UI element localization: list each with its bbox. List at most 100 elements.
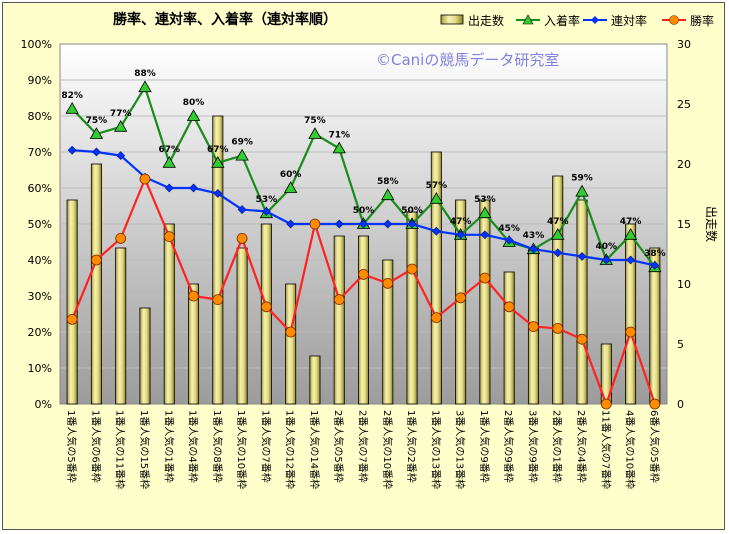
point-marker <box>261 206 271 216</box>
point-marker <box>67 145 77 155</box>
legend-marker <box>522 14 534 25</box>
data-label: 88% <box>134 69 156 79</box>
data-label: 58% <box>377 177 399 187</box>
bar <box>333 235 345 405</box>
x-tick-label: 2番人気の4番枠 <box>575 410 588 483</box>
point-marker <box>575 184 589 197</box>
point-marker <box>601 255 611 265</box>
data-label: 60% <box>280 170 302 180</box>
point-marker <box>383 219 393 229</box>
point-marker <box>212 294 224 306</box>
data-label: 43% <box>523 231 545 241</box>
point-marker <box>186 109 201 121</box>
y-tick-label: 50% <box>28 218 52 231</box>
point-marker <box>455 292 467 304</box>
x-tick-label: 1番人気の1番枠 <box>162 410 175 483</box>
bar <box>358 235 369 405</box>
data-label: 75% <box>304 116 326 126</box>
y2-tick-label: 20 <box>677 158 691 171</box>
point-marker <box>650 260 660 270</box>
data-label: 75% <box>86 116 108 126</box>
point-marker <box>235 148 249 161</box>
data-label: 82% <box>61 91 83 101</box>
point-marker <box>188 290 199 302</box>
point-marker <box>286 219 296 229</box>
point-marker <box>456 230 466 240</box>
x-tick-label: 3番人気の13番枠 <box>454 410 467 489</box>
legend-label: 出走数 <box>468 13 504 28</box>
point-marker <box>285 326 297 338</box>
y2-tick-label: 0 <box>677 398 684 411</box>
legend-swatch <box>440 14 464 25</box>
y-tick-label: 30% <box>28 290 52 303</box>
point-marker <box>623 227 638 240</box>
y2-tick-label: 30 <box>677 38 691 51</box>
bar <box>163 223 175 405</box>
x-tick-label: 1番人気の7番枠 <box>259 410 272 483</box>
point-marker <box>479 272 491 284</box>
bar <box>576 199 588 405</box>
point-marker <box>504 235 514 245</box>
point-marker <box>553 248 563 258</box>
data-label: 57% <box>426 181 448 191</box>
data-label: 77% <box>110 109 132 119</box>
point-marker <box>237 205 247 215</box>
point-marker <box>164 183 174 193</box>
point-marker <box>91 254 102 266</box>
x-tick-label: 2番人気の10番枠 <box>381 410 394 489</box>
x-tick-label: 1番人気の13番枠 <box>429 410 442 489</box>
point-marker <box>116 151 126 161</box>
chart-title: 勝率、連対率、入着率（連対率順） <box>113 11 337 28</box>
legend: 出走数 入着率 連対率 勝率 <box>440 13 714 28</box>
y-tick-label: 70% <box>28 146 52 159</box>
y2-axis-title: 出走数 <box>704 206 719 242</box>
point-marker <box>577 251 587 261</box>
point-marker <box>576 333 588 345</box>
data-labels: 82%75%77%88%67%80%67%69%53%60%75%71%50%5… <box>61 69 665 259</box>
x-tick-label: 1番人気の15番枠 <box>138 410 151 489</box>
y2-tick-label: 10 <box>677 278 691 291</box>
point-marker <box>551 227 565 240</box>
x-tick-label: 1番人気の11番枠 <box>114 410 127 489</box>
point-marker <box>478 206 492 219</box>
x-tick-label: 1番人気の12番枠 <box>284 410 297 489</box>
data-label: 50% <box>353 206 375 216</box>
data-label: 47% <box>450 217 472 227</box>
bar <box>285 283 297 405</box>
y-axis-left: 0% 10% 20% 30% 40% 50% 60% 70% 80% 90% 100% <box>21 38 52 411</box>
bar <box>66 199 78 405</box>
point-marker <box>480 230 490 240</box>
y2-tick-label: 15 <box>677 218 691 231</box>
bar <box>406 211 418 405</box>
point-marker <box>162 155 176 168</box>
bar <box>90 163 102 405</box>
point-marker <box>359 219 368 229</box>
x-tick-label: 2番人気の9番枠 <box>502 410 515 483</box>
point-marker <box>115 232 127 244</box>
point-marker <box>431 226 441 236</box>
bar <box>552 175 564 405</box>
bar <box>236 247 248 405</box>
point-marker <box>528 321 539 333</box>
y-tick-label: 80% <box>28 110 52 123</box>
point-marker <box>406 263 418 275</box>
point-marker <box>529 244 538 254</box>
data-label: 71% <box>328 130 350 140</box>
bar <box>139 307 151 405</box>
point-marker <box>89 127 104 139</box>
bar <box>382 259 394 405</box>
point-marker <box>114 119 128 132</box>
x-tick-label: 1番人気の6番枠 <box>89 410 102 483</box>
bar <box>212 115 224 405</box>
point-marker <box>430 312 442 324</box>
point-marker <box>626 255 636 265</box>
point-marker <box>189 183 198 193</box>
data-label: 47% <box>547 217 569 227</box>
point-marker <box>91 147 101 157</box>
legend-label: 連対率 <box>611 13 647 28</box>
x-tick-label: 2番人気の7番枠 <box>357 410 370 483</box>
bar <box>309 355 321 405</box>
point-marker <box>334 219 344 229</box>
legend-marker <box>669 15 679 25</box>
data-label: 53% <box>474 195 496 205</box>
